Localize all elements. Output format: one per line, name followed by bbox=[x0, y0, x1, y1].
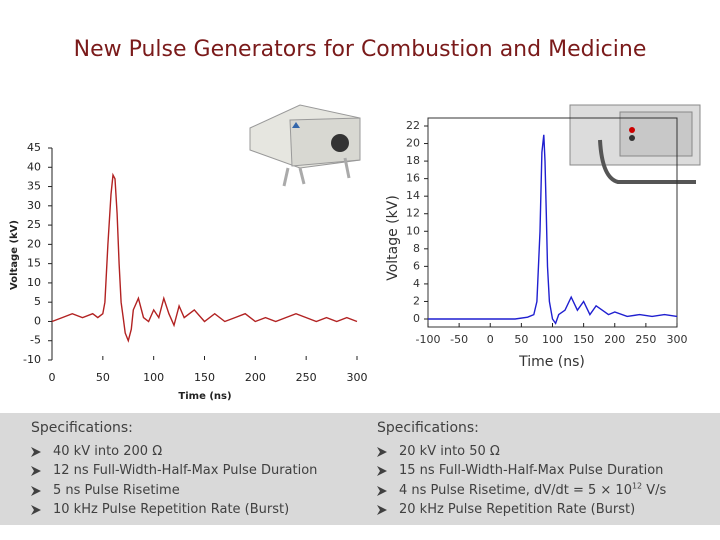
y-tick-label: 25 bbox=[27, 218, 41, 231]
bullet-arrow bbox=[31, 466, 41, 476]
spec-item: 15 ns Full-Width-Half-Max Pulse Duration bbox=[377, 461, 666, 481]
bullet-arrow bbox=[377, 446, 387, 457]
specs-heading: Specifications: bbox=[377, 420, 479, 436]
bullet-arrow bbox=[31, 485, 41, 496]
spec-text: 12 ns Full-Width-Half-Max Pulse Duration bbox=[53, 463, 318, 478]
spec-text: 4 ns Pulse Risetime, dV/dt = 5 × 10 bbox=[399, 482, 632, 498]
device-image bbox=[249, 104, 361, 187]
bullet-arrow bbox=[31, 446, 41, 457]
x-tick-label: -50 bbox=[450, 333, 468, 346]
y-tick-label: 4 bbox=[413, 277, 420, 290]
y-tick-label: 15 bbox=[27, 257, 41, 270]
spec-text: 10 kHz Pulse Repetition Rate (Burst) bbox=[53, 502, 290, 517]
slide-title: New Pulse Generators for Combustion and … bbox=[74, 37, 647, 62]
bullet-arrow bbox=[31, 505, 41, 515]
y-tick-label: -10 bbox=[23, 353, 41, 366]
specs-panel: Specifications: 40 kV into 200 Ω 12 ns Ful… bbox=[0, 413, 720, 525]
spec-item: 20 kV into 50 Ω bbox=[377, 442, 666, 462]
x-tick-label: 100 bbox=[143, 371, 164, 384]
specs-column: Specifications: 40 kV into 200 Ω 12 ns Ful… bbox=[31, 419, 317, 520]
y-tick-label: 20 bbox=[27, 237, 41, 250]
x-tick-label: 100 bbox=[542, 333, 563, 346]
spec-text: 20 kHz Pulse Repetition Rate (Burst) bbox=[399, 502, 636, 517]
y-axis-title: Voltage (kV) bbox=[385, 195, 401, 281]
y-tick-label: 20 bbox=[406, 137, 420, 150]
x-tick-label: 200 bbox=[245, 371, 266, 384]
y-tick-label: 35 bbox=[27, 180, 41, 193]
bullet-arrow bbox=[377, 485, 387, 496]
spec-text: 20 kV into 50 Ω bbox=[399, 443, 500, 459]
spec-text: 15 ns Full-Width-Half-Max Pulse Duration bbox=[399, 463, 664, 478]
spec-text: V/s bbox=[642, 482, 667, 498]
spec-item: 40 kV into 200 Ω bbox=[31, 442, 317, 462]
device-image bbox=[569, 104, 701, 184]
chart: New Pulse Generators for Combustion and … bbox=[9, 37, 701, 402]
x-tick-label: -100 bbox=[416, 333, 441, 346]
spec-text: 40 kV into 200 Ω bbox=[53, 443, 163, 459]
x-tick-label: 150 bbox=[194, 371, 215, 384]
y-tick-label: 45 bbox=[27, 141, 41, 154]
y-tick-label: 16 bbox=[406, 172, 420, 185]
bullet-arrow bbox=[377, 466, 387, 476]
y-tick-label: 10 bbox=[406, 224, 420, 237]
x-tick-label: 50 bbox=[514, 333, 528, 346]
y-axis-title: Voltage (kV) bbox=[9, 220, 20, 290]
waveform bbox=[428, 134, 678, 325]
y-tick-label: 14 bbox=[406, 189, 420, 202]
specs-heading: Specifications: bbox=[31, 420, 133, 436]
spec-item: 20 kHz Pulse Repetition Rate (Burst) bbox=[377, 500, 666, 520]
x-tick-label: 50 bbox=[96, 371, 110, 384]
y-tick-label: 6 bbox=[413, 259, 420, 272]
x-tick-label: 150 bbox=[573, 333, 594, 346]
y-tick-label: 10 bbox=[27, 276, 41, 289]
spec-item: 4 ns Pulse Risetime, dV/dt = 5 × 1012 V/… bbox=[377, 481, 666, 501]
x-tick-label: 250 bbox=[296, 371, 317, 384]
waveform bbox=[51, 172, 358, 343]
x-tick-label: 300 bbox=[347, 371, 368, 384]
spec-item: 5 ns Pulse Risetime bbox=[31, 481, 317, 501]
y-tick-label: 0 bbox=[413, 312, 420, 325]
x-axis-title: Time (ns) bbox=[178, 391, 231, 402]
x-tick-label: 0 bbox=[487, 333, 494, 346]
specs-column: Specifications: 20 kV into 50 Ω 15 ns Full… bbox=[377, 419, 666, 520]
x-tick-label: 200 bbox=[604, 333, 625, 346]
y-tick-label: 22 bbox=[406, 119, 420, 132]
x-tick-label: 300 bbox=[667, 333, 688, 346]
spec-text: 5 ns Pulse Risetime bbox=[53, 482, 180, 498]
x-tick-label: 250 bbox=[635, 333, 656, 346]
y-tick-label: 12 bbox=[406, 207, 420, 220]
x-tick-label: 0 bbox=[49, 371, 56, 384]
y-tick-label: 5 bbox=[34, 295, 41, 308]
y-tick-label: -5 bbox=[30, 334, 41, 347]
bullet-arrow bbox=[377, 505, 387, 515]
y-tick-label: 40 bbox=[27, 160, 41, 173]
y-tick-label: 30 bbox=[27, 199, 41, 212]
x-axis-title: Time (ns) bbox=[518, 354, 585, 370]
y-tick-label: 2 bbox=[413, 294, 420, 307]
spec-item: 12 ns Full-Width-Half-Max Pulse Duration bbox=[31, 461, 317, 481]
spec-superscript: 12 bbox=[631, 481, 643, 491]
y-tick-label: 0 bbox=[34, 314, 41, 327]
y-tick-label: 18 bbox=[406, 154, 420, 167]
spec-item: 10 kHz Pulse Repetition Rate (Burst) bbox=[31, 500, 317, 520]
y-tick-label: 8 bbox=[413, 242, 420, 255]
